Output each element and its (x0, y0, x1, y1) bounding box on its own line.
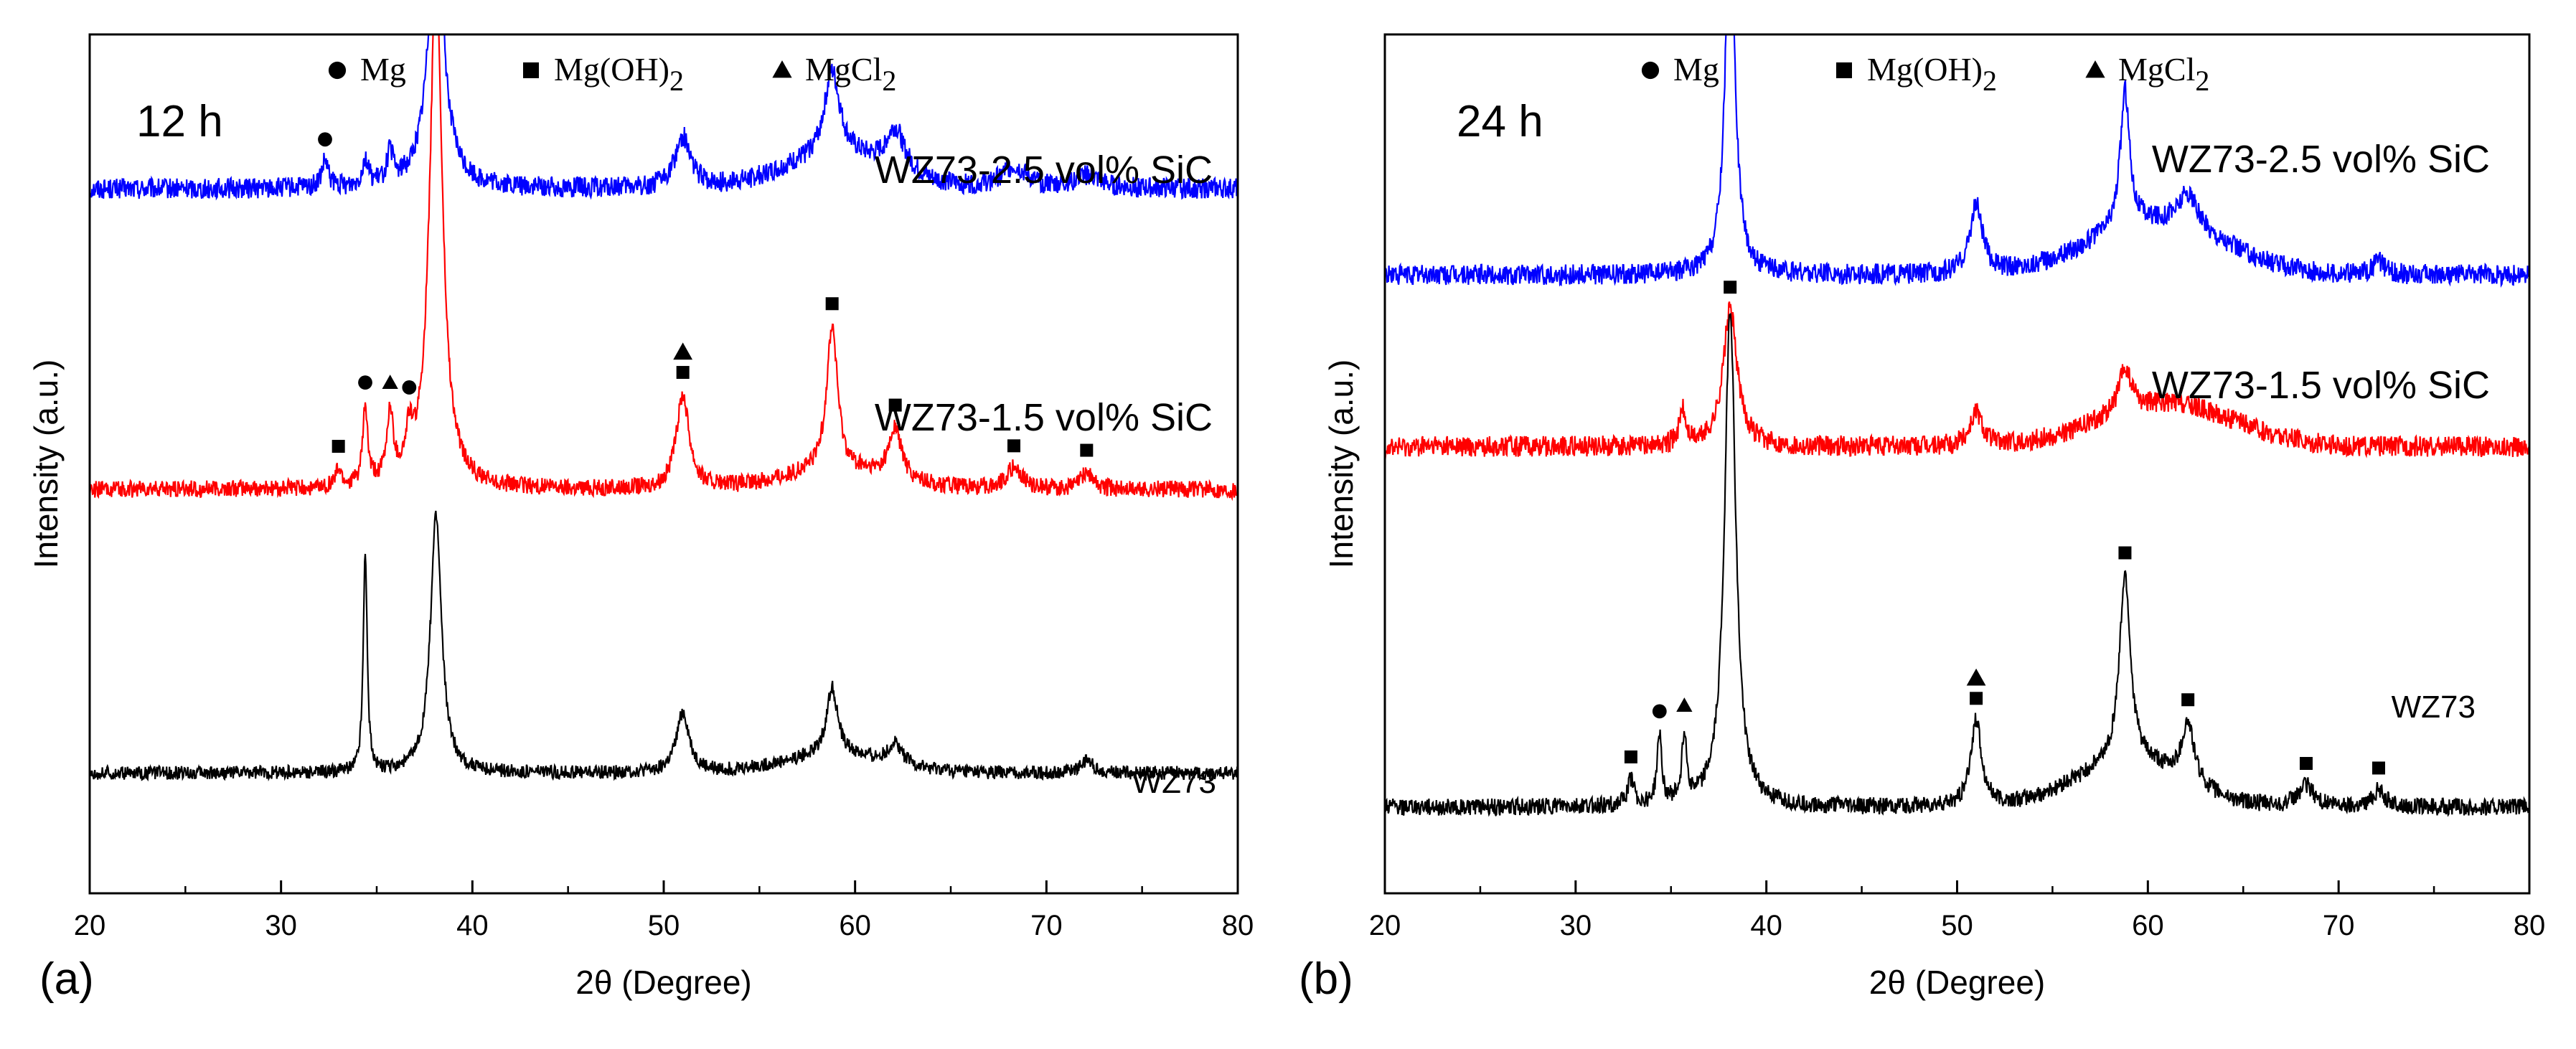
x-tick-label: 80 (1222, 910, 1254, 941)
panel-label: (b) (1299, 954, 1353, 1004)
panel-label: (a) (39, 954, 94, 1004)
legend-label: Mg(OH)2 (554, 51, 684, 97)
phase-marker-triangle (1676, 697, 1693, 712)
phase-marker-triangle (382, 375, 398, 389)
xrd-trace-wz73 (90, 510, 1238, 782)
phase-marker-square (332, 440, 345, 453)
phase-marker-square (1624, 750, 1637, 763)
x-axis: 20 30 40 50 60 70 80 (1369, 880, 2546, 941)
series-label: WZ73 (1132, 765, 1216, 800)
x-tick-label: 20 (1369, 910, 1401, 941)
xrd-trace-wz73-1-5-vol-sic (1385, 301, 2529, 459)
x-tick-label: 30 (1560, 910, 1592, 941)
series-label: WZ73-1.5 vol% SiC (875, 396, 1213, 439)
legend-label: MgCl2 (2118, 51, 2209, 97)
legend-triangle-icon (2085, 60, 2105, 78)
x-tick-label: 70 (2323, 910, 2355, 941)
legend-circle-icon (1641, 61, 1660, 80)
legend: Mg Mg(OH)2 MgCl2 (1641, 51, 2209, 97)
legend-label-text: MgCl (805, 51, 882, 88)
phase-marker-square (2371, 761, 2385, 775)
legend-label-text: Mg(OH) (1867, 51, 1983, 88)
legend-square-icon (1836, 62, 1852, 78)
legend-label-text: Mg(OH) (554, 51, 669, 88)
chart-panel-a: WZ73-2.5 vol% SiC WZ73-1.5 vol% SiC WZ73 20… (27, 33, 1254, 1004)
x-tick-label: 60 (2132, 910, 2164, 941)
phase-marker-square (888, 398, 902, 412)
legend-label-subscript: 2 (669, 65, 684, 97)
phase-marker-triangle (1966, 668, 1986, 686)
phase-marker-triangle (673, 342, 693, 360)
phase-marker-square (676, 366, 690, 380)
x-tick-label: 50 (648, 910, 680, 941)
phase-marker-square (1007, 439, 1020, 453)
y-axis-label: Intensity (a.u.) (27, 359, 65, 568)
legend-label: MgCl2 (805, 51, 896, 97)
legend-circle-icon (328, 61, 347, 80)
legend-label-text: Mg (360, 51, 406, 88)
phase-marker-circle (1652, 704, 1667, 719)
phase-marker-square (2299, 756, 2313, 770)
legend-square-icon (523, 62, 539, 78)
xrd-trace-wz73-2-5-vol-sic (90, 34, 1238, 201)
phase-marker-circle (358, 375, 372, 390)
x-tick-label: 40 (456, 910, 489, 941)
xrd-trace-wz73 (1385, 313, 2529, 817)
legend-label-text: MgCl (2118, 51, 2195, 88)
legend: Mg Mg(OH)2 MgCl2 (328, 51, 896, 97)
phase-marker-square (825, 297, 839, 311)
phase-marker-circle (318, 132, 332, 147)
x-tick-label: 70 (1030, 910, 1063, 941)
time-label: 24 h (1457, 97, 1543, 146)
x-tick-label: 20 (74, 910, 106, 941)
chart-panel-b: WZ73-2.5 vol% SiC WZ73-1.5 vol% SiC WZ73 20… (1299, 33, 2546, 1004)
legend-label-subscript: 2 (1983, 65, 1997, 97)
legend-label-subscript: 2 (882, 65, 896, 97)
x-tick-label: 30 (265, 910, 297, 941)
legend-label: Mg(OH)2 (1867, 51, 1997, 97)
x-axis-label: 2θ (Degree) (575, 964, 751, 1001)
x-tick-label: 80 (2514, 910, 2546, 941)
series-label: WZ73-2.5 vol% SiC (875, 149, 1213, 192)
x-tick-label: 50 (1941, 910, 1973, 941)
legend-label-subscript: 2 (2195, 65, 2209, 97)
series-label: WZ73-2.5 vol% SiC (2152, 138, 2490, 181)
x-tick-label: 60 (839, 910, 871, 941)
phase-marker-square (2181, 693, 2195, 707)
phase-marker-circle (402, 380, 417, 395)
phase-marker-square (1080, 443, 1094, 457)
legend-label: Mg (1673, 51, 1719, 88)
xrd-trace-wz73-1-5-vol-sic (90, 34, 1238, 502)
phase-marker-square (2118, 546, 2132, 560)
x-axis-label: 2θ (Degree) (1869, 964, 2045, 1001)
phase-marker-square (1970, 692, 1983, 705)
legend-triangle-icon (772, 60, 792, 78)
legend-label-text: Mg (1673, 51, 1719, 88)
x-tick-label: 40 (1750, 910, 1782, 941)
xrd-trace-wz73-2-5-vol-sic (1385, 34, 2529, 288)
phase-marker-square (1724, 281, 1737, 294)
series-label: WZ73 (2392, 690, 2476, 725)
time-label: 12 h (136, 97, 223, 146)
x-axis: 20 30 40 50 60 70 80 (74, 880, 1254, 941)
series-label: WZ73-1.5 vol% SiC (2152, 364, 2490, 407)
legend-label: Mg (360, 51, 406, 88)
y-axis-label: Intensity (a.u.) (1322, 359, 1360, 568)
